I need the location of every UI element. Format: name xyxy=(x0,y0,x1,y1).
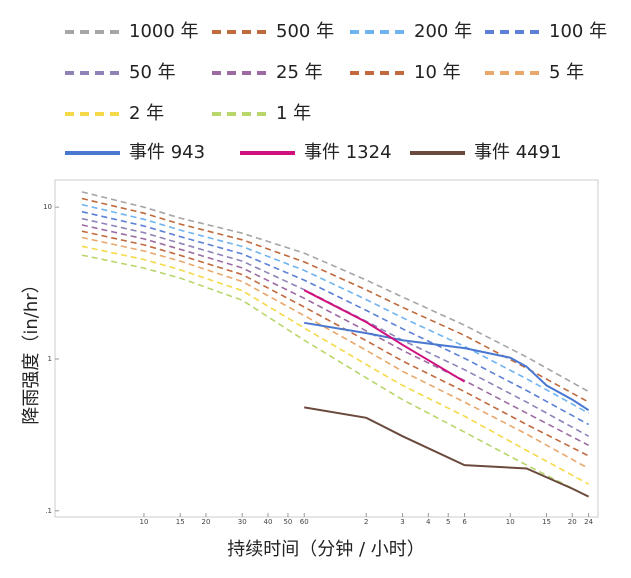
x-tick-label: 40 xyxy=(264,518,273,526)
legend-label: 1 年 xyxy=(276,103,311,124)
legend-label: 2 年 xyxy=(129,103,164,124)
y-tick-label: 1 xyxy=(48,355,52,363)
x-tick-label: 15 xyxy=(542,518,551,526)
x-tick-label: 10 xyxy=(506,518,515,526)
x-tick-label: 24 xyxy=(584,518,593,526)
legend-label: 200 年 xyxy=(414,21,472,42)
legend-label: 事件 1324 xyxy=(304,142,392,163)
x-tick-label: 4 xyxy=(426,518,431,526)
plot-frame xyxy=(54,179,599,518)
x-tick-label: 6 xyxy=(462,518,467,526)
legend-label: 25 年 xyxy=(276,62,323,83)
legend-label: 10 年 xyxy=(414,62,461,83)
series-line xyxy=(81,236,589,470)
series-line xyxy=(304,321,590,412)
legend-label: 事件 943 xyxy=(129,142,205,163)
series-line xyxy=(304,406,590,498)
series-line xyxy=(81,245,589,485)
legend-label: 事件 4491 xyxy=(474,142,562,163)
legend-label: 50 年 xyxy=(129,62,176,83)
y-tick-label: 10 xyxy=(43,203,52,211)
series-line xyxy=(303,289,466,383)
x-tick-label: 3 xyxy=(400,518,404,526)
legend-label: 5 年 xyxy=(549,62,584,83)
series-line xyxy=(81,197,589,403)
legend-label: 1000 年 xyxy=(129,21,199,42)
y-tick-label: .1 xyxy=(45,507,52,515)
series-line xyxy=(81,210,589,426)
x-axis-label: 持续时间（分钟 / 小时） xyxy=(227,539,425,560)
series-line xyxy=(81,191,589,393)
x-tick-label: 2 xyxy=(364,518,368,526)
x-tick-label: 60 xyxy=(300,518,309,526)
x-tick-label: 30 xyxy=(238,518,247,526)
x-tick-label: 10 xyxy=(139,518,148,526)
legend-label: 500 年 xyxy=(276,21,334,42)
x-tick-label: 15 xyxy=(176,518,185,526)
y-axis-label: 降雨强度（in/hr） xyxy=(21,275,42,424)
series-line xyxy=(81,230,589,457)
x-tick-label: 50 xyxy=(283,518,292,526)
series-line xyxy=(81,217,589,437)
legend-label: 100 年 xyxy=(549,21,607,42)
x-tick-label: 20 xyxy=(568,518,577,526)
x-tick-label: 20 xyxy=(202,518,211,526)
series-line xyxy=(81,224,589,447)
x-tick-label: 5 xyxy=(446,518,450,526)
series-line xyxy=(81,254,589,498)
series-line xyxy=(81,203,589,414)
